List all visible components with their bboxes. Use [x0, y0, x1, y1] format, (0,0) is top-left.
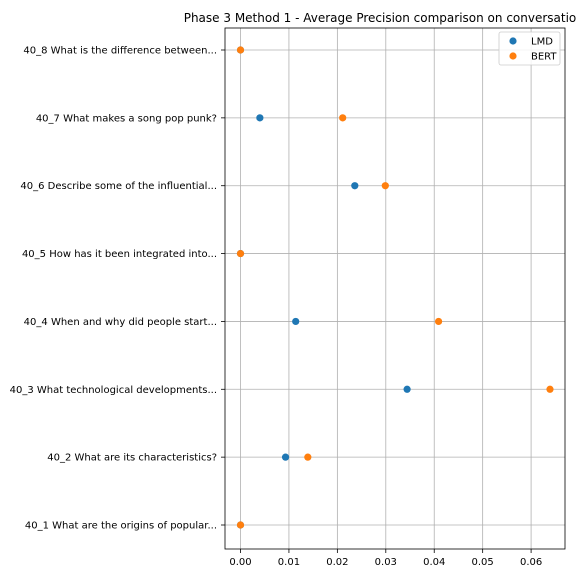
chart-title: Phase 3 Method 1 - Average Precision com…: [184, 11, 576, 25]
data-point-bert: [236, 249, 245, 258]
x-tick-label: 0.06: [520, 557, 542, 568]
y-tick-label: 40_4 When and why did people start...: [24, 317, 217, 328]
y-tick-label: 40_1 What are the origins of popular...: [25, 521, 217, 532]
data-point-bert: [339, 114, 347, 122]
data-point-lmd: [351, 182, 359, 190]
x-tick-label: 0.05: [472, 557, 494, 568]
y-tick-label: 40_3 What technological developments...: [10, 385, 217, 396]
y-tick-label: 40_7 What makes a song pop punk?: [36, 113, 217, 124]
data-point-bert: [546, 385, 554, 393]
x-tick-label: 0.00: [229, 557, 251, 568]
data-points: [236, 46, 554, 529]
y-tick-label: 40_8 What is the difference between...: [23, 46, 217, 57]
legend-marker-lmd: [509, 37, 517, 45]
data-point-lmd: [256, 114, 264, 122]
y-tick-label: 40_5 How has it been integrated into...: [22, 249, 217, 260]
data-point-bert: [236, 521, 245, 529]
x-tick-label: 0.01: [278, 557, 300, 568]
x-tick-label: 0.04: [423, 557, 445, 568]
data-point-bert: [236, 46, 245, 54]
data-point-lmd: [281, 453, 290, 461]
y-tick-label: 40_2 What are its characteristics?: [47, 453, 217, 464]
grid: [225, 28, 565, 549]
data-point-bert: [381, 182, 389, 190]
y-tick-label: 40_6 Describe some of the influential...: [20, 181, 217, 192]
x-tick-label: 0.03: [375, 557, 397, 568]
legend-marker-bert: [509, 52, 517, 60]
legend: LMD BERT: [498, 31, 561, 66]
legend-label-lmd: LMD: [531, 37, 553, 48]
x-tick-label: 0.02: [326, 557, 348, 568]
data-point-lmd: [403, 385, 411, 393]
plot-frame: [224, 27, 566, 550]
legend-label-bert: BERT: [531, 52, 557, 63]
data-point-bert: [304, 453, 312, 461]
data-point-lmd: [292, 317, 300, 326]
data-point-bert: [434, 317, 443, 326]
plot-area: 0.00 0.01 0.02 0.03 0.04 0.05 0.06 40_1 What ar…: [10, 27, 566, 569]
axes: 0.00 0.01 0.02 0.03 0.04 0.05 0.06 40_1 What ar…: [10, 46, 543, 569]
